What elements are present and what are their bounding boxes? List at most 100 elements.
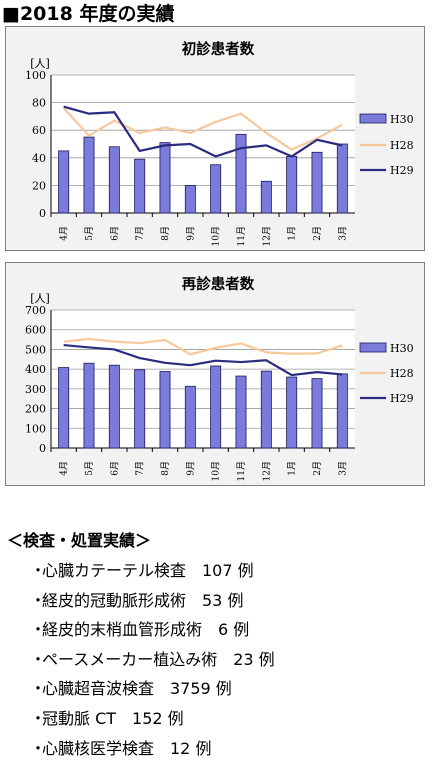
page-heading: ■2018 年度の実績 [2, 3, 175, 25]
procedure-text: 経皮的末梢血管形成術 6 例 [42, 620, 250, 640]
bar-h30 [159, 142, 171, 214]
x-tick-label: 3月 [337, 226, 348, 241]
bar-h30 [134, 158, 146, 214]
x-tick-label: 6月 [109, 226, 120, 241]
procedures-list: ・心臓カテーテル検査 107 例 ・経皮的冠動脈形成術 53 例 ・経皮的末梢血… [30, 556, 275, 763]
x-tick-label: 6月 [109, 461, 120, 476]
y-tick-label: 600 [25, 324, 46, 337]
x-tick-label: 7月 [135, 226, 146, 241]
bullet-icon: ・ [30, 708, 47, 728]
x-tick-label: 4月 [59, 461, 70, 476]
x-tick-label: 8月 [160, 461, 171, 476]
returning-patients-chart: 0 100 200 300 400 500 600 700 再診患者数 [人] 4月 5月 6月 7月 8月… [5, 262, 425, 486]
y-tick-label: 300 [25, 383, 46, 396]
legend-swatch [359, 342, 387, 353]
bar-h30 [260, 370, 272, 449]
bar-h30 [210, 164, 222, 214]
bullet-icon: ・ [30, 679, 47, 699]
legend-label: H29 [390, 164, 414, 177]
x-tick-label: 9月 [185, 226, 196, 241]
x-tick-label: 1月 [287, 226, 298, 241]
new-patients-chart-svg: 0 20 40 60 80 100 初診患者数 [人] 4月 5月 6月 7月 8月 9月 10月 11月 12… [25, 40, 414, 246]
legend-label: H29 [390, 392, 414, 405]
x-tick-label: 3月 [337, 461, 348, 476]
x-tick-label: 1月 [287, 461, 298, 476]
legend-label: H28 [390, 139, 414, 152]
bullet-icon: ・ [30, 590, 47, 610]
procedure-text: 心臓超音波検査 3759 例 [42, 679, 232, 699]
bar-h30 [311, 378, 323, 449]
x-tick-label: 11月 [236, 226, 247, 246]
x-tick-label: 10月 [211, 461, 222, 481]
bar-h30 [336, 373, 348, 449]
bar-h30 [108, 146, 120, 214]
list-item: ・心臓カテーテル検査 107 例 [30, 556, 275, 586]
bar-h30 [286, 376, 298, 449]
bullet-icon: ・ [30, 561, 47, 580]
y-tick-label: 200 [25, 403, 46, 416]
bar-h30 [184, 184, 196, 214]
bar-h30 [108, 364, 120, 449]
x-tick-label: 7月 [135, 461, 146, 476]
returning-patients-chart-svg: 0 100 200 300 400 500 600 700 再診患者数 [人] 4月 5月 6月 7月 8月… [25, 275, 414, 481]
x-tick-label: 2月 [312, 226, 323, 241]
y-tick-label: 500 [25, 343, 46, 356]
list-item: ・経皮的冠動脈形成術 53 例 [30, 586, 275, 616]
bullet-icon: ・ [30, 649, 47, 669]
y-tick-label: 100 [25, 422, 46, 435]
line-h28 [63, 337, 343, 356]
y-tick-label: 0 [39, 207, 46, 220]
x-tick-label: 5月 [84, 226, 95, 241]
list-item: ・経皮的末梢血管形成術 6 例 [30, 615, 275, 645]
y-axis-label: [人] [30, 57, 50, 70]
chart-title: 初診患者数 [182, 40, 255, 58]
legend-swatch [359, 113, 387, 124]
legend-label: H30 [390, 342, 414, 355]
new-patients-chart: 0 20 40 60 80 100 初診患者数 [人] 4月 5月 6月 7月 8月 9月 10月 11月 12… [5, 26, 425, 251]
y-tick-label: 60 [32, 124, 46, 137]
bullet-icon: ・ [30, 620, 47, 640]
legend-label: H28 [390, 367, 414, 380]
y-tick-label: 700 [25, 304, 46, 317]
list-item: ・心臓超音波検査 3759 例 [30, 674, 275, 704]
bar-h30 [58, 367, 70, 449]
procedure-text: 経皮的冠動脈形成術 53 例 [42, 590, 244, 610]
procedure-text: ペースメーカー植込み術 23 例 [42, 649, 275, 669]
x-tick-label: 2月 [312, 461, 323, 476]
chart-title: 再診患者数 [182, 275, 255, 293]
legend-label: H30 [390, 113, 414, 126]
bar-h30 [159, 371, 171, 449]
y-tick-label: 20 [32, 179, 46, 192]
procedure-text: 心臓カテーテル検査 107 例 [42, 561, 254, 580]
bar-h30 [83, 362, 95, 449]
y-axis-label: [人] [30, 292, 50, 305]
y-tick-label: 100 [25, 69, 46, 82]
x-tick-label: 8月 [160, 226, 171, 241]
bar-h30 [311, 151, 323, 214]
x-tick-label: 12月 [261, 461, 272, 481]
bar-h30 [210, 365, 222, 449]
procedures-section-title: ＜検査・処置実績＞ [7, 531, 152, 550]
bar-h30 [235, 133, 247, 214]
y-tick-label: 80 [32, 97, 46, 110]
bar-h30 [286, 156, 298, 214]
line-h29 [63, 105, 343, 158]
x-tick-label: 4月 [59, 226, 70, 241]
y-tick-label: 400 [25, 363, 46, 376]
x-tick-label: 9月 [185, 461, 196, 476]
bar-h30 [184, 385, 196, 449]
line-h28 [62, 107, 343, 151]
x-tick-label: 5月 [84, 461, 95, 476]
bar-h30 [336, 143, 348, 214]
procedure-text: 冠動脈 CT 152 例 [42, 708, 184, 728]
line-h29 [63, 343, 343, 377]
bar-h30 [134, 369, 146, 449]
x-tick-label: 10月 [211, 226, 222, 246]
x-tick-label: 12月 [261, 226, 272, 246]
list-item: ・心臓核医学検査 12 例 [30, 734, 275, 763]
y-tick-label: 0 [39, 442, 46, 455]
procedure-text: 心臓核医学検査 12 例 [42, 738, 212, 758]
bar-h30 [260, 180, 272, 214]
bar-h30 [58, 150, 70, 214]
plot-area [51, 310, 355, 448]
